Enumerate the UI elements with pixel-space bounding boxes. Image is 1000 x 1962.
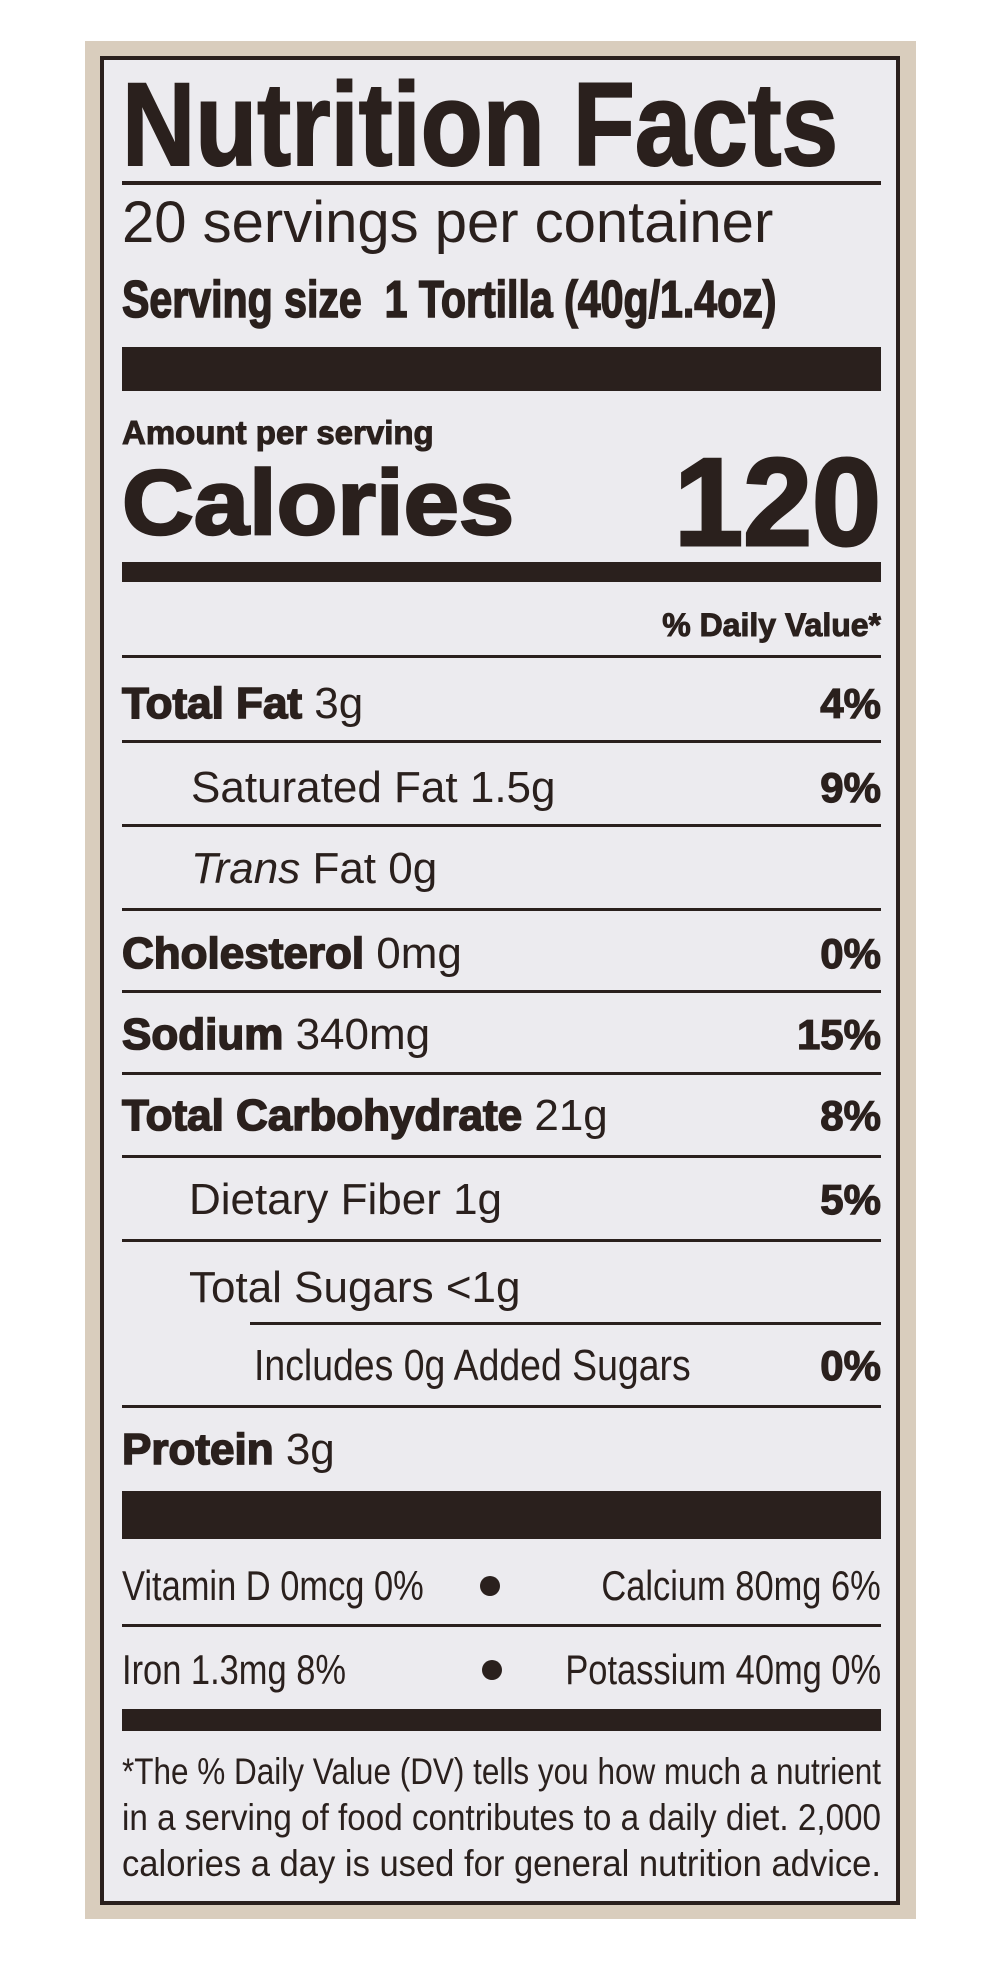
nutrient-row-dietary-fiber: Dietary Fiber 1g 5% (189, 1175, 882, 1224)
calories-label: Calories (121, 450, 516, 555)
nutrient-row-total-sugars: Total Sugars <1g (189, 1263, 521, 1312)
vitamin-d: Vitamin D 0mcg 0% (122, 1562, 424, 1609)
divider (122, 1072, 881, 1075)
vitamin-row-1: Vitamin D 0mcg 0% Calcium 80mg 6% (122, 1556, 881, 1616)
calories-value: 120 (673, 433, 883, 574)
thick-bar (122, 347, 881, 391)
footnote: *The % Daily Value (DV) tells you how mu… (122, 1751, 881, 1884)
nutrient-row-cholesterol: Cholesterol 0mg 0% (121, 928, 881, 979)
nutrient-row-total-carbohydrate: Total Carbohydrate 21g 8% (121, 1090, 881, 1141)
divider (122, 824, 881, 827)
divider (122, 181, 881, 185)
nutrient-row-trans-fat: Trans Fat 0g (191, 844, 438, 893)
medium-bar (122, 562, 881, 582)
bullet-icon (482, 1660, 502, 1680)
nutrient-row-saturated-fat: Saturated Fat 1.5g 9% (191, 763, 882, 812)
bullet-icon (480, 1576, 500, 1596)
divider (250, 1322, 881, 1325)
nutrient-row-total-fat: Total Fat 3g 4% (121, 678, 881, 729)
vitamin-row-2: Iron 1.3mg 8% Potassium 40mg 0% (122, 1640, 881, 1700)
divider (122, 740, 881, 743)
divider (122, 908, 881, 911)
title: Nutrition Facts (121, 59, 839, 191)
divider (122, 990, 881, 993)
serving-size-label: Serving size (121, 270, 362, 330)
nutrient-row-protein: Protein 3g (121, 1424, 335, 1475)
medium-bar (122, 1709, 881, 1731)
amount-per-serving: Amount per serving (122, 414, 435, 452)
thick-bar (122, 1491, 881, 1539)
calories-row: Calories 120 (121, 433, 883, 574)
divider (122, 1624, 881, 1627)
nutrient-row-added-sugars: Includes 0g Added Sugars 0% (254, 1341, 882, 1390)
serving-size: Serving size 1 Tortilla (40g/1.4oz) (121, 270, 881, 330)
daily-value-header: % Daily Value* (662, 607, 882, 644)
divider (122, 655, 881, 658)
iron: Iron 1.3mg 8% (122, 1646, 346, 1693)
serving-size-value: 1 Tortilla (40g/1.4oz) (384, 270, 777, 330)
nutrient-row-sodium: Sodium 340mg 15% (121, 1009, 881, 1060)
divider (122, 1405, 881, 1408)
potassium: Potassium 40mg 0% (565, 1646, 881, 1693)
servings-per-container: 20 servings per container (122, 190, 774, 255)
divider (122, 1239, 881, 1242)
calcium: Calcium 80mg 6% (601, 1562, 881, 1609)
divider (122, 1155, 881, 1158)
